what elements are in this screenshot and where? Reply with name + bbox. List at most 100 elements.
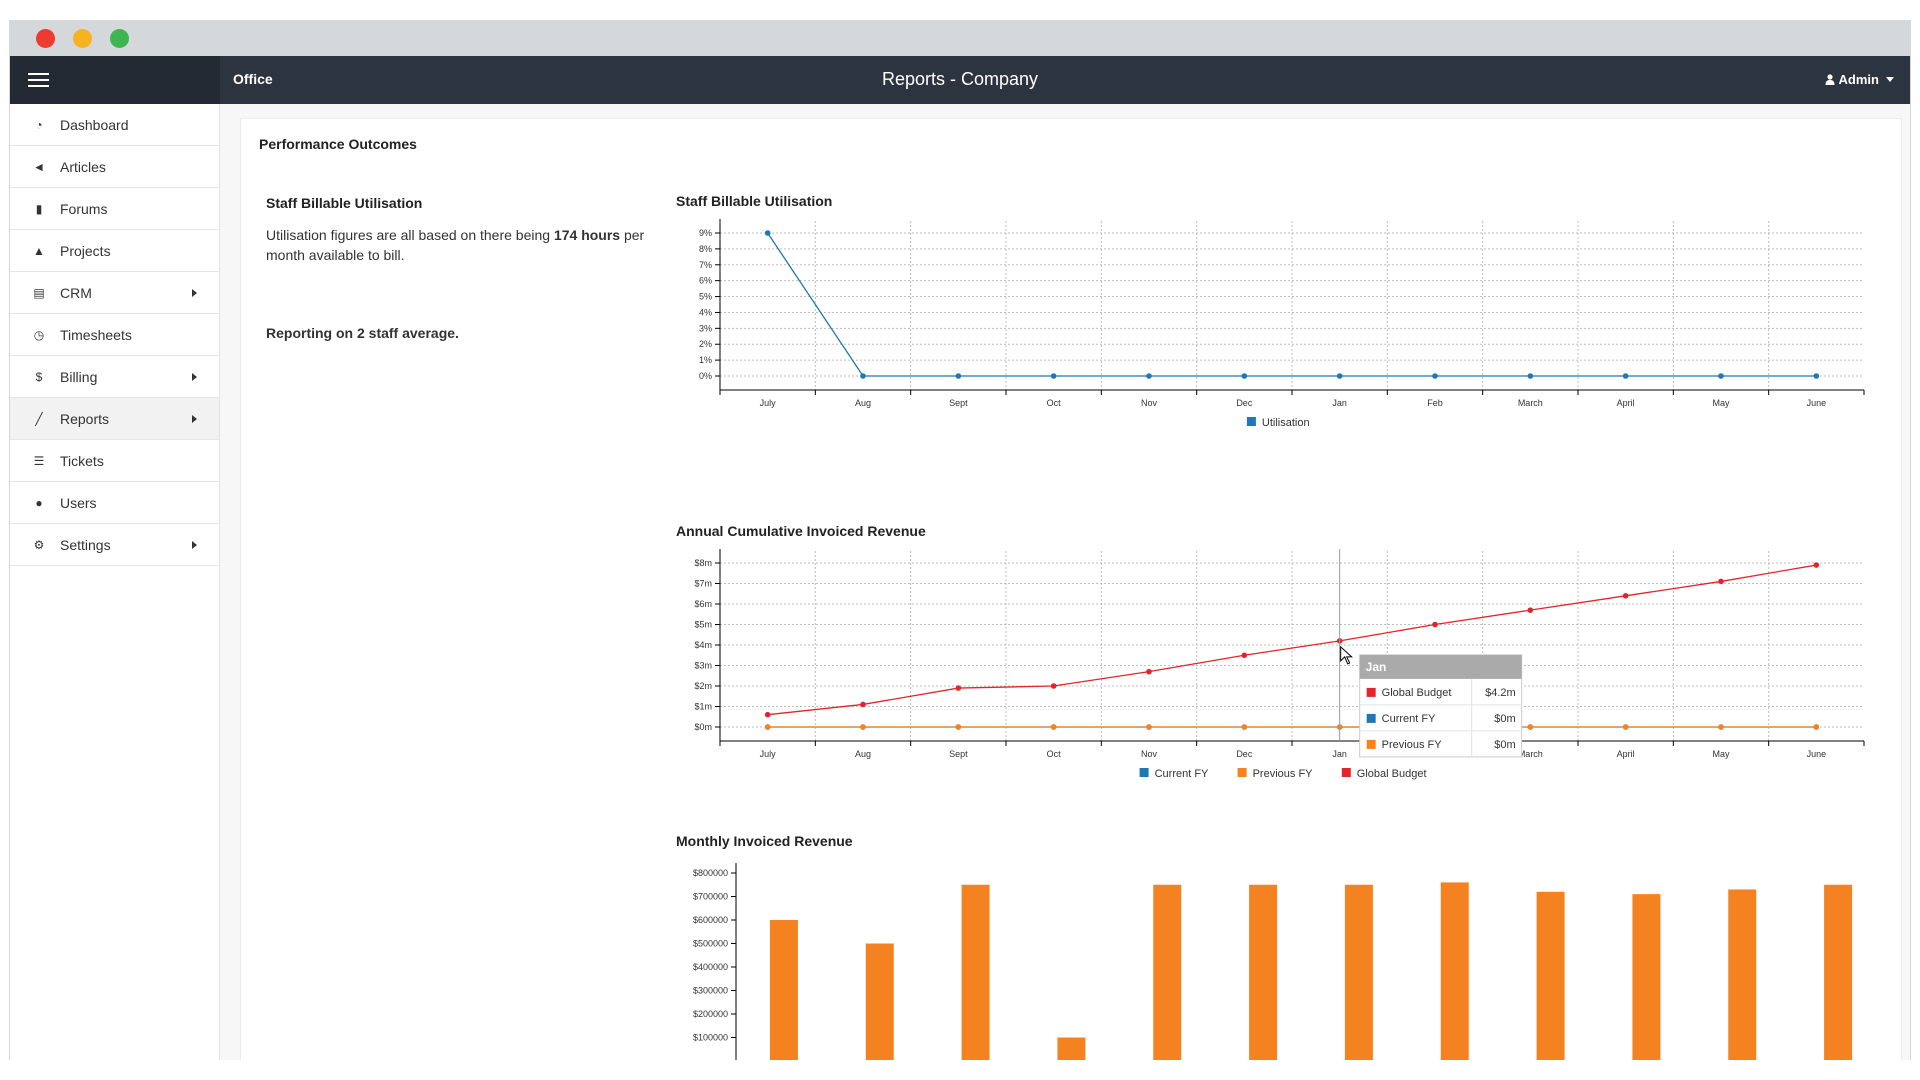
data-point[interactable] <box>860 701 866 708</box>
info-text: Utilisation figures are all based on the… <box>266 225 656 265</box>
close-window-button[interactable] <box>36 29 55 48</box>
data-point[interactable] <box>764 724 771 730</box>
x-tick-label: Jan <box>1332 749 1347 759</box>
info-text-after: per month available to bill. <box>266 227 645 263</box>
bar[interactable] <box>769 920 798 1060</box>
bar[interactable] <box>1632 894 1661 1060</box>
data-point[interactable] <box>1813 373 1820 379</box>
legend-swatch <box>1237 768 1247 777</box>
y-tick-label: $400000 <box>693 962 728 972</box>
data-point[interactable] <box>1241 652 1248 659</box>
bar[interactable] <box>1728 889 1757 1060</box>
data-point[interactable] <box>1146 668 1152 675</box>
x-tick-label: Dec <box>1236 398 1253 408</box>
x-tick-label: Oct <box>1047 749 1062 759</box>
bar[interactable] <box>1249 884 1278 1060</box>
user-menu-label: Admin <box>1838 72 1879 87</box>
data-point[interactable] <box>955 685 962 691</box>
series-line <box>767 232 1817 377</box>
tooltip-swatch <box>1366 739 1376 749</box>
page-title: Reports - Company <box>881 69 1039 89</box>
user-menu[interactable]: Admin <box>1825 72 1894 87</box>
bar[interactable] <box>1824 884 1853 1060</box>
bar[interactable] <box>865 943 894 1061</box>
x-tick-label: Nov <box>1141 749 1158 759</box>
data-point[interactable] <box>955 724 962 730</box>
y-tick-label: 6% <box>699 276 712 286</box>
main-content: Performance Outcomes Staff Billable Util… <box>240 118 1902 1060</box>
data-point[interactable] <box>1718 578 1724 585</box>
tooltip-row-value: $0m <box>1494 713 1515 725</box>
bar[interactable] <box>1153 884 1182 1060</box>
chart-title: Monthly Invoiced Revenue <box>676 833 853 849</box>
x-tick-label: May <box>1712 398 1730 408</box>
data-point[interactable] <box>860 373 866 379</box>
data-point[interactable] <box>1527 607 1534 613</box>
minimize-window-button[interactable] <box>73 29 92 48</box>
sidebar-item-articles[interactable]: ◄ Articles <box>10 146 219 188</box>
bar[interactable] <box>961 884 990 1060</box>
data-point[interactable] <box>1718 373 1724 379</box>
hamburger-icon <box>28 69 49 91</box>
data-point[interactable] <box>1146 724 1152 730</box>
legend-label: Global Budget <box>1357 768 1427 780</box>
data-point[interactable] <box>1050 683 1057 689</box>
bar[interactable] <box>1344 884 1373 1060</box>
y-tick-label: $0m <box>694 722 712 732</box>
data-point[interactable] <box>1432 621 1438 628</box>
sidebar-item-label: Forums <box>60 200 108 217</box>
x-tick-label: Aug <box>855 749 871 759</box>
data-point[interactable] <box>1050 373 1057 379</box>
data-point[interactable] <box>1622 593 1629 599</box>
maximize-window-button[interactable] <box>110 29 129 48</box>
data-point[interactable] <box>764 711 771 718</box>
x-tick-label: June <box>1807 398 1827 408</box>
bar[interactable] <box>1057 1037 1086 1061</box>
x-tick-label: March <box>1518 398 1543 408</box>
tooltip-swatch <box>1366 687 1376 697</box>
sidebar-item-label: Billing <box>60 368 98 385</box>
x-tick-label: April <box>1617 398 1635 408</box>
sidebar-item-billing[interactable]: $ Billing <box>10 356 219 398</box>
tooltip-row-label: Previous FY <box>1382 739 1443 751</box>
data-point[interactable] <box>1813 562 1820 568</box>
y-tick-label: $8m <box>694 558 712 568</box>
data-point[interactable] <box>764 230 771 236</box>
app-window: Office Reports - Company Admin ◔ Dashboar… <box>9 20 1911 1060</box>
data-point[interactable] <box>1527 724 1534 730</box>
data-point[interactable] <box>1146 373 1152 379</box>
sidebar-item-projects[interactable]: ▲ Projects <box>10 230 219 272</box>
data-point[interactable] <box>1718 724 1724 730</box>
x-tick-label: Feb <box>1427 398 1443 408</box>
data-point[interactable] <box>1050 724 1057 730</box>
sidebar-item-crm[interactable]: ▤ CRM <box>10 272 219 314</box>
sidebar-item-timesheets[interactable]: ◷ Timesheets <box>10 314 219 356</box>
x-tick-label: March <box>1518 749 1543 759</box>
menu-toggle-button[interactable] <box>10 56 220 104</box>
data-point[interactable] <box>1622 373 1629 379</box>
data-point[interactable] <box>860 724 866 730</box>
data-point[interactable] <box>1527 373 1534 379</box>
info-text-before: Utilisation figures are all based on the… <box>266 227 554 243</box>
data-point[interactable] <box>1241 373 1248 379</box>
section-title: Performance Outcomes <box>259 136 417 152</box>
data-point[interactable] <box>1241 724 1248 730</box>
data-point[interactable] <box>1432 373 1438 379</box>
x-tick-label: Dec <box>1236 749 1253 759</box>
sidebar-item-tickets[interactable]: ☰ Tickets <box>10 440 219 482</box>
data-point[interactable] <box>1622 724 1629 730</box>
caret-right-icon <box>192 373 197 381</box>
sidebar-item-forums[interactable]: ▮ Forums <box>10 188 219 230</box>
sidebar-item-reports[interactable]: ╱ Reports <box>10 398 219 440</box>
sidebar-item-users[interactable]: ● Users <box>10 482 219 524</box>
data-point[interactable] <box>955 373 962 379</box>
data-point[interactable] <box>1813 724 1820 730</box>
bar[interactable] <box>1440 882 1469 1060</box>
office-link[interactable]: Office <box>233 71 273 87</box>
monthly-revenue-chart: Monthly Invoiced Revenue $100000 $200000 $… <box>676 833 1886 1060</box>
tooltip-title: Jan <box>1366 660 1387 674</box>
sidebar-item-settings[interactable]: ⚙ Settings <box>10 524 219 566</box>
sidebar-item-dashboard[interactable]: ◔ Dashboard <box>10 104 219 146</box>
data-point[interactable] <box>1336 373 1343 379</box>
bar[interactable] <box>1536 891 1565 1060</box>
